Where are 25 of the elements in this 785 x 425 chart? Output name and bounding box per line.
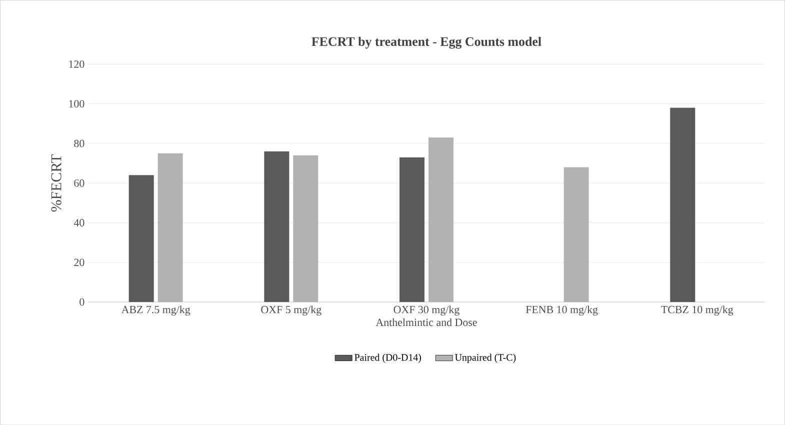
y-tick-label: 60 [74,179,84,187]
y-tick-label: 20 [74,258,84,266]
bar [264,151,290,302]
chart-title: FECRT by treatment - Egg Counts model [312,36,542,49]
x-tick-label: FENB 10 mg/kg [526,305,598,316]
x-tick-label: OXF 30 mg/kg [394,305,460,316]
bar [158,153,183,302]
x-tick-label: OXF 5 mg/kg [261,305,322,316]
x-tick-label: ABZ 7.5 mg/kg [121,305,190,316]
x-axis-title: Anthelmintic and Dose [376,318,477,326]
legend-label: Unpaired (T-C) [455,354,516,363]
bar [428,137,454,302]
legend-label: Paired (D0-D14) [354,354,422,363]
bar [564,167,589,302]
bar [293,155,318,302]
bar [400,157,424,302]
bar [128,175,154,302]
y-axis-title: %FECRT [51,154,62,212]
y-tick-label: 120 [69,60,84,68]
bar [670,108,696,302]
y-tick-label: 40 [74,218,84,226]
y-tick-label: 0 [80,298,84,306]
y-tick-label: 80 [74,140,84,148]
x-tick-label: TCBZ 10 mg/kg [661,305,734,316]
y-tick-label: 100 [69,100,84,108]
